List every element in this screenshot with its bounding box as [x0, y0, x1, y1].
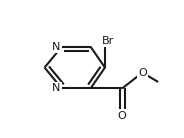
- Text: N: N: [52, 42, 60, 52]
- Text: N: N: [52, 83, 60, 93]
- Text: O: O: [138, 68, 147, 78]
- Text: Br: Br: [102, 36, 114, 46]
- Text: O: O: [118, 111, 127, 121]
